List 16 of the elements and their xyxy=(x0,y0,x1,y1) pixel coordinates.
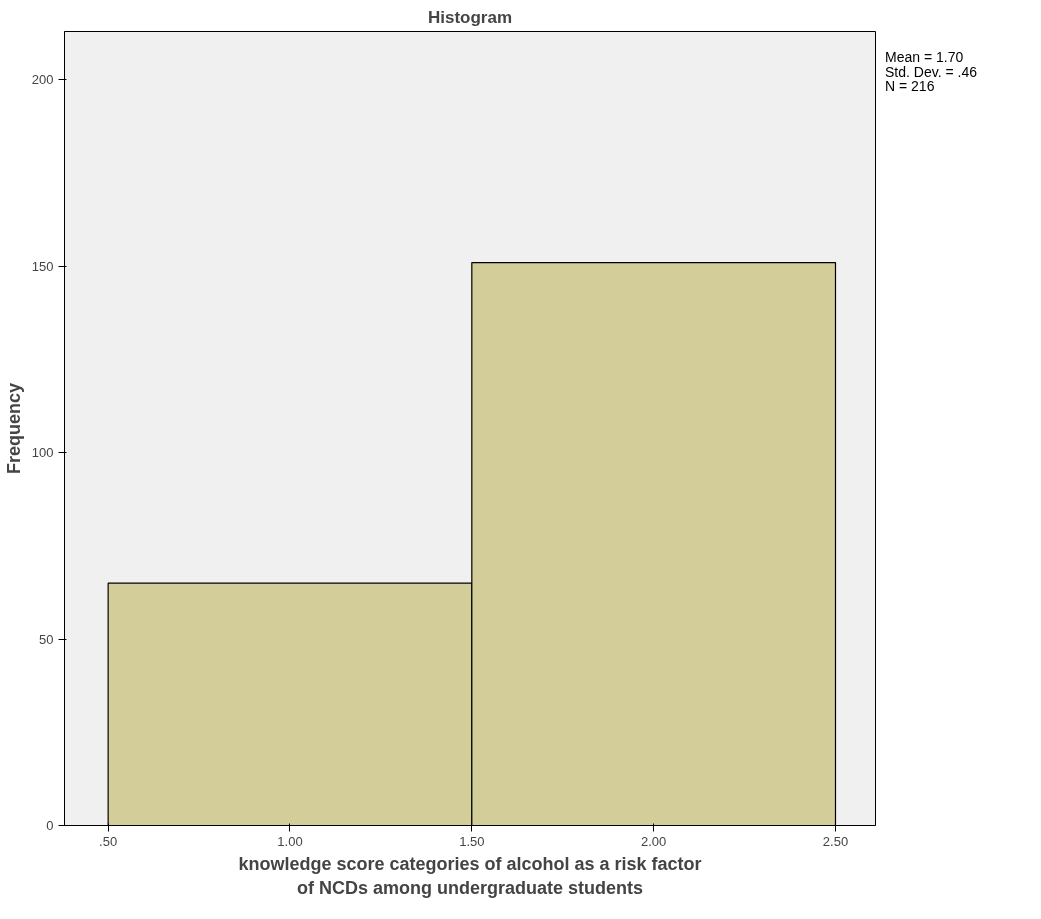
y-tick-label: 150 xyxy=(31,258,54,274)
y-tick-label: 200 xyxy=(31,72,54,88)
x-tick-label: 1.50 xyxy=(459,833,485,849)
x-tick-label: .50 xyxy=(99,833,118,849)
text: N = 216 xyxy=(885,78,935,95)
text: Mean = 1.70 xyxy=(885,49,964,65)
x-tick-label: 2.00 xyxy=(641,833,667,849)
x-axis-title: knowledge score categories of alcohol as a risk factor of NCDs among undergraduate students xyxy=(238,853,702,898)
y-tick-label: 50 xyxy=(39,631,54,647)
text: Std. Dev. = .46 xyxy=(885,63,977,80)
x-tick-label: 2.50 xyxy=(822,833,849,849)
y-tick-label: 100 xyxy=(31,445,54,461)
chart-title: Histogram xyxy=(427,7,513,27)
y-tick-label: 0 xyxy=(46,818,54,833)
y-axis-title: Frequency xyxy=(3,382,24,475)
x-tick-label: 1.00 xyxy=(277,833,303,849)
